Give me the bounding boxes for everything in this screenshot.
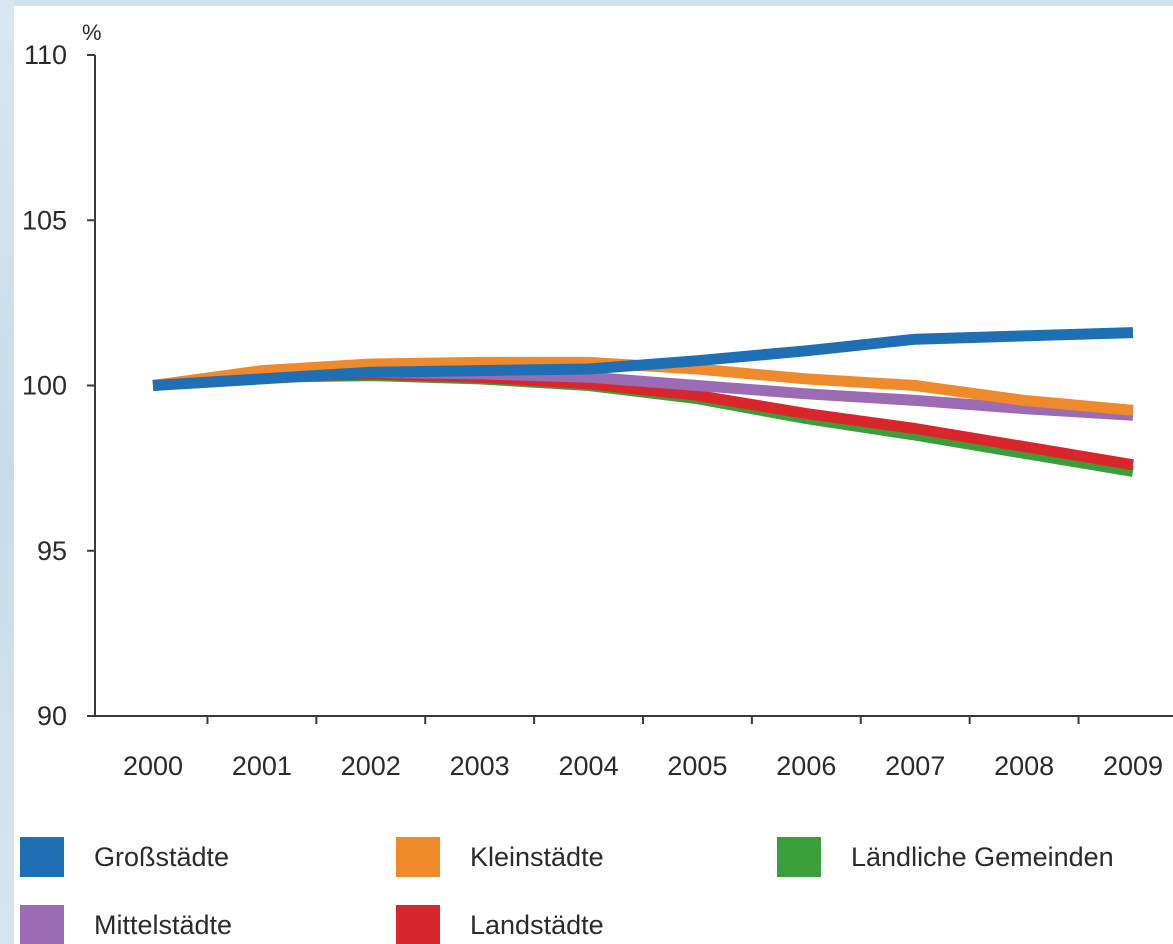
legend-item: Mittelstädte — [20, 905, 232, 944]
legend-label: Kleinstädte — [470, 841, 604, 872]
x-tick-label: 2001 — [232, 751, 292, 781]
legend-swatch — [396, 905, 440, 944]
series-line-0 — [152, 327, 1134, 391]
y-tick-label: 110 — [24, 40, 67, 70]
y-axis-unit-label: % — [82, 20, 102, 45]
y-tick-label: 95 — [37, 536, 67, 566]
series-lines — [152, 327, 1134, 477]
legend-item: Großstädte — [20, 837, 229, 877]
legend-label: Mittelstädte — [94, 909, 233, 940]
x-tick-label: 2002 — [341, 751, 401, 781]
y-tick-label: 105 — [22, 205, 67, 235]
frame-top-border — [0, 0, 1173, 6]
x-tick-label: 2004 — [559, 751, 619, 781]
x-tick-label: 2000 — [123, 751, 183, 781]
frame-left-border — [0, 0, 14, 944]
y-tick-label: 90 — [37, 701, 67, 731]
legend-swatch — [777, 837, 821, 877]
legend-swatch — [20, 905, 64, 944]
x-tick-label: 2008 — [994, 751, 1054, 781]
x-tick-label: 2006 — [776, 751, 836, 781]
legend-label: Ländliche Gemeinden — [851, 841, 1114, 872]
x-tick-label: 2005 — [667, 751, 727, 781]
x-tick-label: 2009 — [1103, 751, 1163, 781]
legend-item: Landstädte — [396, 905, 604, 944]
legend-item: Kleinstädte — [396, 837, 604, 877]
legend-label: Landstädte — [470, 909, 604, 940]
x-tick-label: 2007 — [885, 751, 945, 781]
legend-label: Großstädte — [94, 841, 230, 872]
y-tick-label: 100 — [22, 371, 67, 401]
legend-item: Ländliche Gemeinden — [777, 837, 1114, 877]
legend-swatch — [20, 837, 64, 877]
axes: % 90 95 100 105 110 2000 2001 2002 2003 2004 2005 20… — [22, 20, 1173, 781]
legend-swatch — [396, 837, 440, 877]
x-tick-label: 2003 — [450, 751, 510, 781]
